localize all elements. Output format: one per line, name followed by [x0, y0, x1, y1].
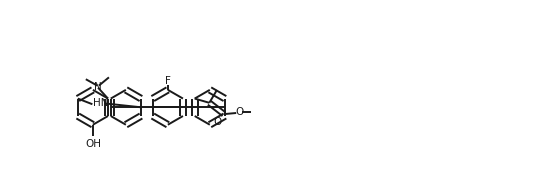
Text: O: O	[213, 117, 222, 127]
Text: N: N	[94, 82, 102, 92]
Text: O: O	[235, 107, 243, 117]
Text: OH: OH	[85, 139, 101, 149]
Text: HN: HN	[92, 98, 108, 108]
Text: F: F	[165, 76, 171, 86]
